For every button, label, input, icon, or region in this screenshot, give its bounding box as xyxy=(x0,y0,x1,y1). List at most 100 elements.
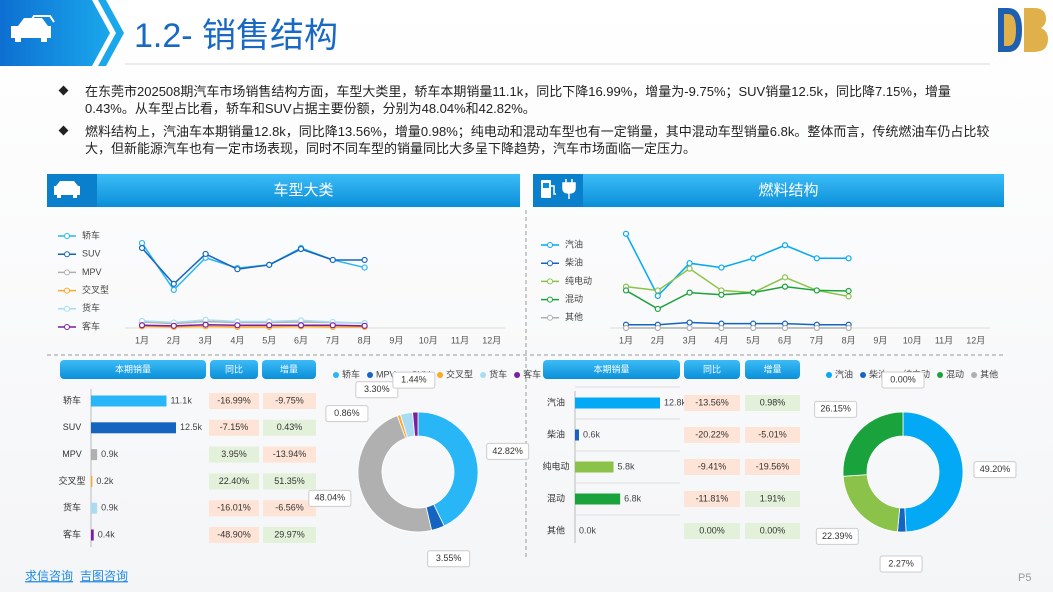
row-label: 混动 xyxy=(547,493,565,503)
legend-label: 客车 xyxy=(523,368,541,379)
table-header-label: 本期销量 xyxy=(115,363,151,374)
point xyxy=(361,256,368,264)
table-header xyxy=(210,360,258,379)
footer-link[interactable]: 吉图咨询 xyxy=(80,568,128,583)
legend-label: 轿车 xyxy=(82,229,100,240)
cell-value: -6.56% xyxy=(275,503,304,513)
bar-label: 11.1k xyxy=(170,395,192,405)
cell-value: -11.81% xyxy=(696,493,729,503)
legend-swatch xyxy=(937,372,944,378)
cell-bg xyxy=(263,473,316,490)
label-box xyxy=(879,555,923,573)
cell-bg xyxy=(263,419,316,436)
cell-value: -13.94% xyxy=(273,449,307,459)
legend-swatch xyxy=(64,233,70,239)
x-tick-label: 12月 xyxy=(482,335,501,345)
cell-value: 0.00% xyxy=(760,525,786,535)
row-label: 纯电动 xyxy=(542,460,569,471)
bar-label: 0.4k xyxy=(98,529,116,539)
x-tick-label: 5月 xyxy=(262,335,276,345)
point xyxy=(718,264,725,271)
label-box xyxy=(392,371,436,389)
bar xyxy=(575,397,660,409)
donut-label: 3.30% xyxy=(364,384,390,394)
label-box xyxy=(325,405,369,423)
donut-label: 3.55% xyxy=(436,553,462,563)
car-icon xyxy=(11,15,55,42)
series-line xyxy=(141,247,365,285)
point xyxy=(781,242,789,249)
label-box xyxy=(815,527,859,545)
logo xyxy=(998,8,1048,52)
legend-swatch xyxy=(64,305,70,312)
x-tick-label: 8月 xyxy=(358,335,372,345)
point xyxy=(329,256,336,264)
cell-bg xyxy=(209,527,259,543)
x-tick-label: 11月 xyxy=(935,335,953,345)
row-label: 货车 xyxy=(63,502,81,513)
cell-bg xyxy=(209,419,259,436)
point xyxy=(202,321,209,328)
cell-bg xyxy=(684,395,740,411)
point xyxy=(686,324,693,332)
bar-label: 12.8k xyxy=(664,397,687,407)
x-tick-label: 3月 xyxy=(199,335,213,345)
series-line xyxy=(625,233,849,298)
legend-label: MPV xyxy=(376,369,396,379)
x-tick-label: 1月 xyxy=(135,335,149,345)
cell-bg xyxy=(684,427,740,443)
legend-label: 汽油 xyxy=(835,368,853,379)
table-header-label: 本期销量 xyxy=(593,363,629,374)
bar-label: 0.6k xyxy=(583,429,601,439)
cell-bg xyxy=(745,395,800,411)
table-header-label: 同比 xyxy=(703,363,721,374)
row-label: 客车 xyxy=(63,528,81,539)
cell-bg xyxy=(263,393,316,409)
donut-label: 22.39% xyxy=(822,531,853,541)
legend-label: 混动 xyxy=(565,294,583,304)
x-tick-label: 10月 xyxy=(419,335,438,345)
bar xyxy=(91,502,98,514)
point xyxy=(845,287,852,295)
legend-label: 柴油 xyxy=(565,257,583,268)
row-label: MPV xyxy=(62,449,82,459)
point xyxy=(622,324,630,332)
legend-label: 混动 xyxy=(946,369,964,379)
table-header xyxy=(543,360,680,379)
donut-slice xyxy=(842,411,904,477)
bar xyxy=(575,461,614,473)
legend-label: 纯电动 xyxy=(565,275,592,286)
legend-label: 货车 xyxy=(489,368,507,379)
point xyxy=(750,324,757,332)
legend-label: 交叉型 xyxy=(82,284,109,295)
x-tick-label: 2月 xyxy=(651,335,665,345)
series-line xyxy=(626,321,849,326)
point xyxy=(718,291,725,298)
donut-slice xyxy=(842,474,901,533)
page-number: P5 xyxy=(1018,572,1031,584)
cell-value: 22.40% xyxy=(219,476,250,486)
legend-swatch xyxy=(860,372,867,378)
cell-value: 51.35% xyxy=(274,476,305,486)
panel-icon xyxy=(54,179,576,199)
footer-link[interactable]: 求信咨询 xyxy=(25,568,73,583)
cell-value: -16.01% xyxy=(217,503,251,513)
x-tick-label: 9月 xyxy=(389,335,403,345)
point xyxy=(361,322,368,329)
row-label: SUV xyxy=(63,422,82,432)
cell-bg xyxy=(684,491,740,507)
bar xyxy=(91,395,167,407)
x-tick-label: 8月 xyxy=(842,335,856,345)
bar-label: 12.5k xyxy=(180,422,203,432)
bullet-list: 在东莞市202508期汽车市场销售结构方面，车型大类里，轿车本期销量11.1k，… xyxy=(85,83,1000,163)
bar-label: 0.9k xyxy=(101,449,119,459)
cell-bg xyxy=(209,500,259,517)
legend-swatch xyxy=(971,372,978,378)
legend-swatch xyxy=(64,251,70,258)
point xyxy=(686,319,693,326)
cell-value: 29.97% xyxy=(274,529,305,539)
point xyxy=(686,260,693,267)
donut-slice xyxy=(412,411,419,437)
x-tick-label: 6月 xyxy=(294,335,308,345)
